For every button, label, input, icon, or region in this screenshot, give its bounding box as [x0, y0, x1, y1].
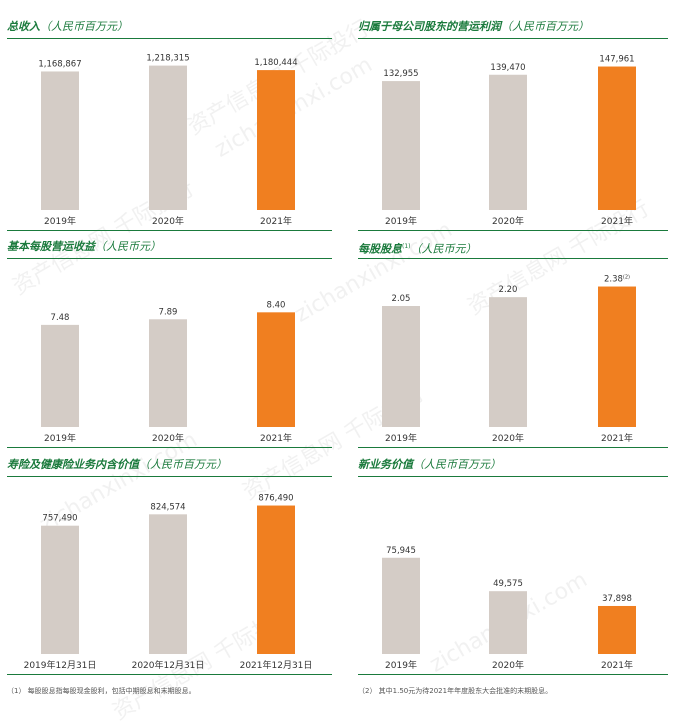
chart-plot: 132,955 2019年 139,470 2020年 147,961 2021年	[382, 55, 636, 227]
chart-panel-embedded-value: 寿险及健康险业务内含价值（人民币百万元） 757,490 2019年12月31日 8…	[7, 458, 332, 680]
chart-plot: 1,168,867 2019年 1,218,315 2020年 1,180,444 202…	[38, 54, 297, 227]
x-tick-label: 2019年	[44, 432, 76, 444]
bar-0	[41, 71, 79, 210]
data-label: 147,961	[599, 55, 634, 65]
title-rule	[358, 476, 668, 477]
bar-2	[598, 66, 636, 210]
chart-plot: 7.48 2019年 7.89 2020年 8.40 2021年	[41, 300, 295, 444]
chart-title: 寿险及健康险业务内含价值（人民币百万元）	[7, 458, 227, 471]
data-label: 2.05	[392, 294, 411, 304]
data-label: 824,574	[150, 502, 185, 512]
data-label: 2.20	[499, 285, 518, 295]
title-rule	[7, 258, 332, 259]
x-tick-label: 2020年	[492, 215, 524, 227]
data-label: 132,955	[383, 69, 418, 79]
chart-title: 归属于母公司股东的营运利润（人民币百万元）	[358, 20, 589, 33]
chart-panel-basic-eps: 基本每股营运收益（人民币元） 7.48 2019年 7.89 2020年 8.40 202…	[7, 240, 332, 452]
chart-title: 每股股息(1)（人民币元）	[358, 242, 477, 256]
bar-1	[489, 591, 527, 654]
bar-0	[382, 81, 420, 210]
x-tick-label: 2019年	[44, 215, 76, 227]
data-label: 75,945	[386, 546, 416, 556]
bar-0	[382, 306, 420, 427]
bar-2	[598, 605, 636, 654]
x-tick-label: 2020年	[152, 215, 184, 227]
bar-1	[149, 319, 187, 427]
x-tick-label: 2019年	[385, 215, 417, 227]
footnote-right: （2） 其中1.50元为待2021年年度股东大会批准的末期股息。	[358, 687, 553, 695]
chart-panel-total-revenue: 总收入（人民币百万元） 1,168,867 2019年 1,218,315 2020年…	[7, 20, 332, 232]
x-tick-label: 2021年	[260, 215, 292, 227]
title-rule	[358, 258, 668, 259]
x-tick-label: 2020年	[492, 432, 524, 444]
bar-2	[257, 505, 295, 654]
x-tick-label: 2020年	[492, 659, 524, 671]
data-label: 1,180,444	[254, 58, 297, 68]
x-tick-label: 2021年	[601, 215, 633, 227]
bar-0	[382, 557, 420, 654]
x-axis-line	[358, 447, 668, 448]
bar-1	[489, 297, 527, 427]
bar-2	[598, 286, 636, 427]
data-label: 757,490	[42, 514, 77, 524]
x-tick-label: 2019年	[385, 432, 417, 444]
data-label: 37,898	[602, 594, 632, 604]
chart-title: 新业务价值（人民币百万元）	[358, 458, 501, 471]
data-label: 1,218,315	[146, 54, 189, 64]
data-label: 7.89	[159, 307, 178, 317]
x-tick-label: 2021年	[260, 432, 292, 444]
title-rule	[7, 476, 332, 477]
x-tick-label: 2021年	[601, 659, 633, 671]
data-label: 1,168,867	[38, 59, 81, 69]
bar-1	[149, 514, 187, 654]
x-axis-line	[7, 230, 332, 231]
bar-0	[41, 525, 79, 654]
x-tick-label: 2021年	[601, 432, 633, 444]
x-axis-line	[7, 447, 332, 448]
x-tick-label: 2019年	[385, 659, 417, 671]
bar-2	[257, 312, 295, 427]
bar-1	[149, 65, 187, 210]
bar-0	[41, 324, 79, 427]
x-tick-label: 2020年12月31日	[132, 659, 205, 671]
chart-plot: 75,945 2019年 49,575 2020年 37,898 2021年	[382, 546, 636, 671]
x-tick-label: 2021年12月31日	[240, 659, 313, 671]
chart-plot: 2.05 2019年 2.20 2020年 2.38(2) 2021年	[382, 275, 636, 444]
x-axis-line	[358, 674, 668, 675]
title-rule	[358, 38, 668, 39]
x-axis-line	[358, 230, 668, 231]
chart-title: 总收入（人民币百万元）	[7, 20, 128, 33]
data-label: 7.48	[51, 313, 70, 323]
footnote-marker: (2)	[623, 275, 630, 281]
chart-panel-new-business-value: 新业务价值（人民币百万元） 75,945 2019年 49,575 2020年 37,8…	[358, 458, 668, 680]
chart-plot: 757,490 2019年12月31日 824,574 2020年12月31日 876,…	[24, 494, 313, 671]
chart-panel-dividend-per-share: 每股股息(1)（人民币元） 2.05 2019年 2.20 2020年 2.38(2) 2…	[358, 240, 668, 452]
footnote-left: （1） 每股股息指每股现金股利，包括中期股息和末期股息。	[7, 687, 196, 695]
bar-2	[257, 70, 295, 211]
data-label: 139,470	[490, 63, 525, 73]
data-label: 49,575	[493, 579, 523, 589]
data-label: 876,490	[258, 494, 293, 504]
title-rule	[7, 38, 332, 39]
data-label: 2.38(2)	[604, 275, 630, 285]
bar-1	[489, 74, 527, 210]
data-label: 8.40	[267, 300, 286, 310]
chart-title: 基本每股营运收益（人民币元）	[7, 240, 161, 253]
x-tick-label: 2019年12月31日	[24, 659, 97, 671]
x-axis-line	[7, 674, 332, 675]
x-tick-label: 2020年	[152, 432, 184, 444]
chart-panel-operating-profit: 归属于母公司股东的营运利润（人民币百万元） 132,955 2019年 139,47…	[358, 20, 668, 232]
footnote-marker: (1)	[402, 243, 411, 250]
